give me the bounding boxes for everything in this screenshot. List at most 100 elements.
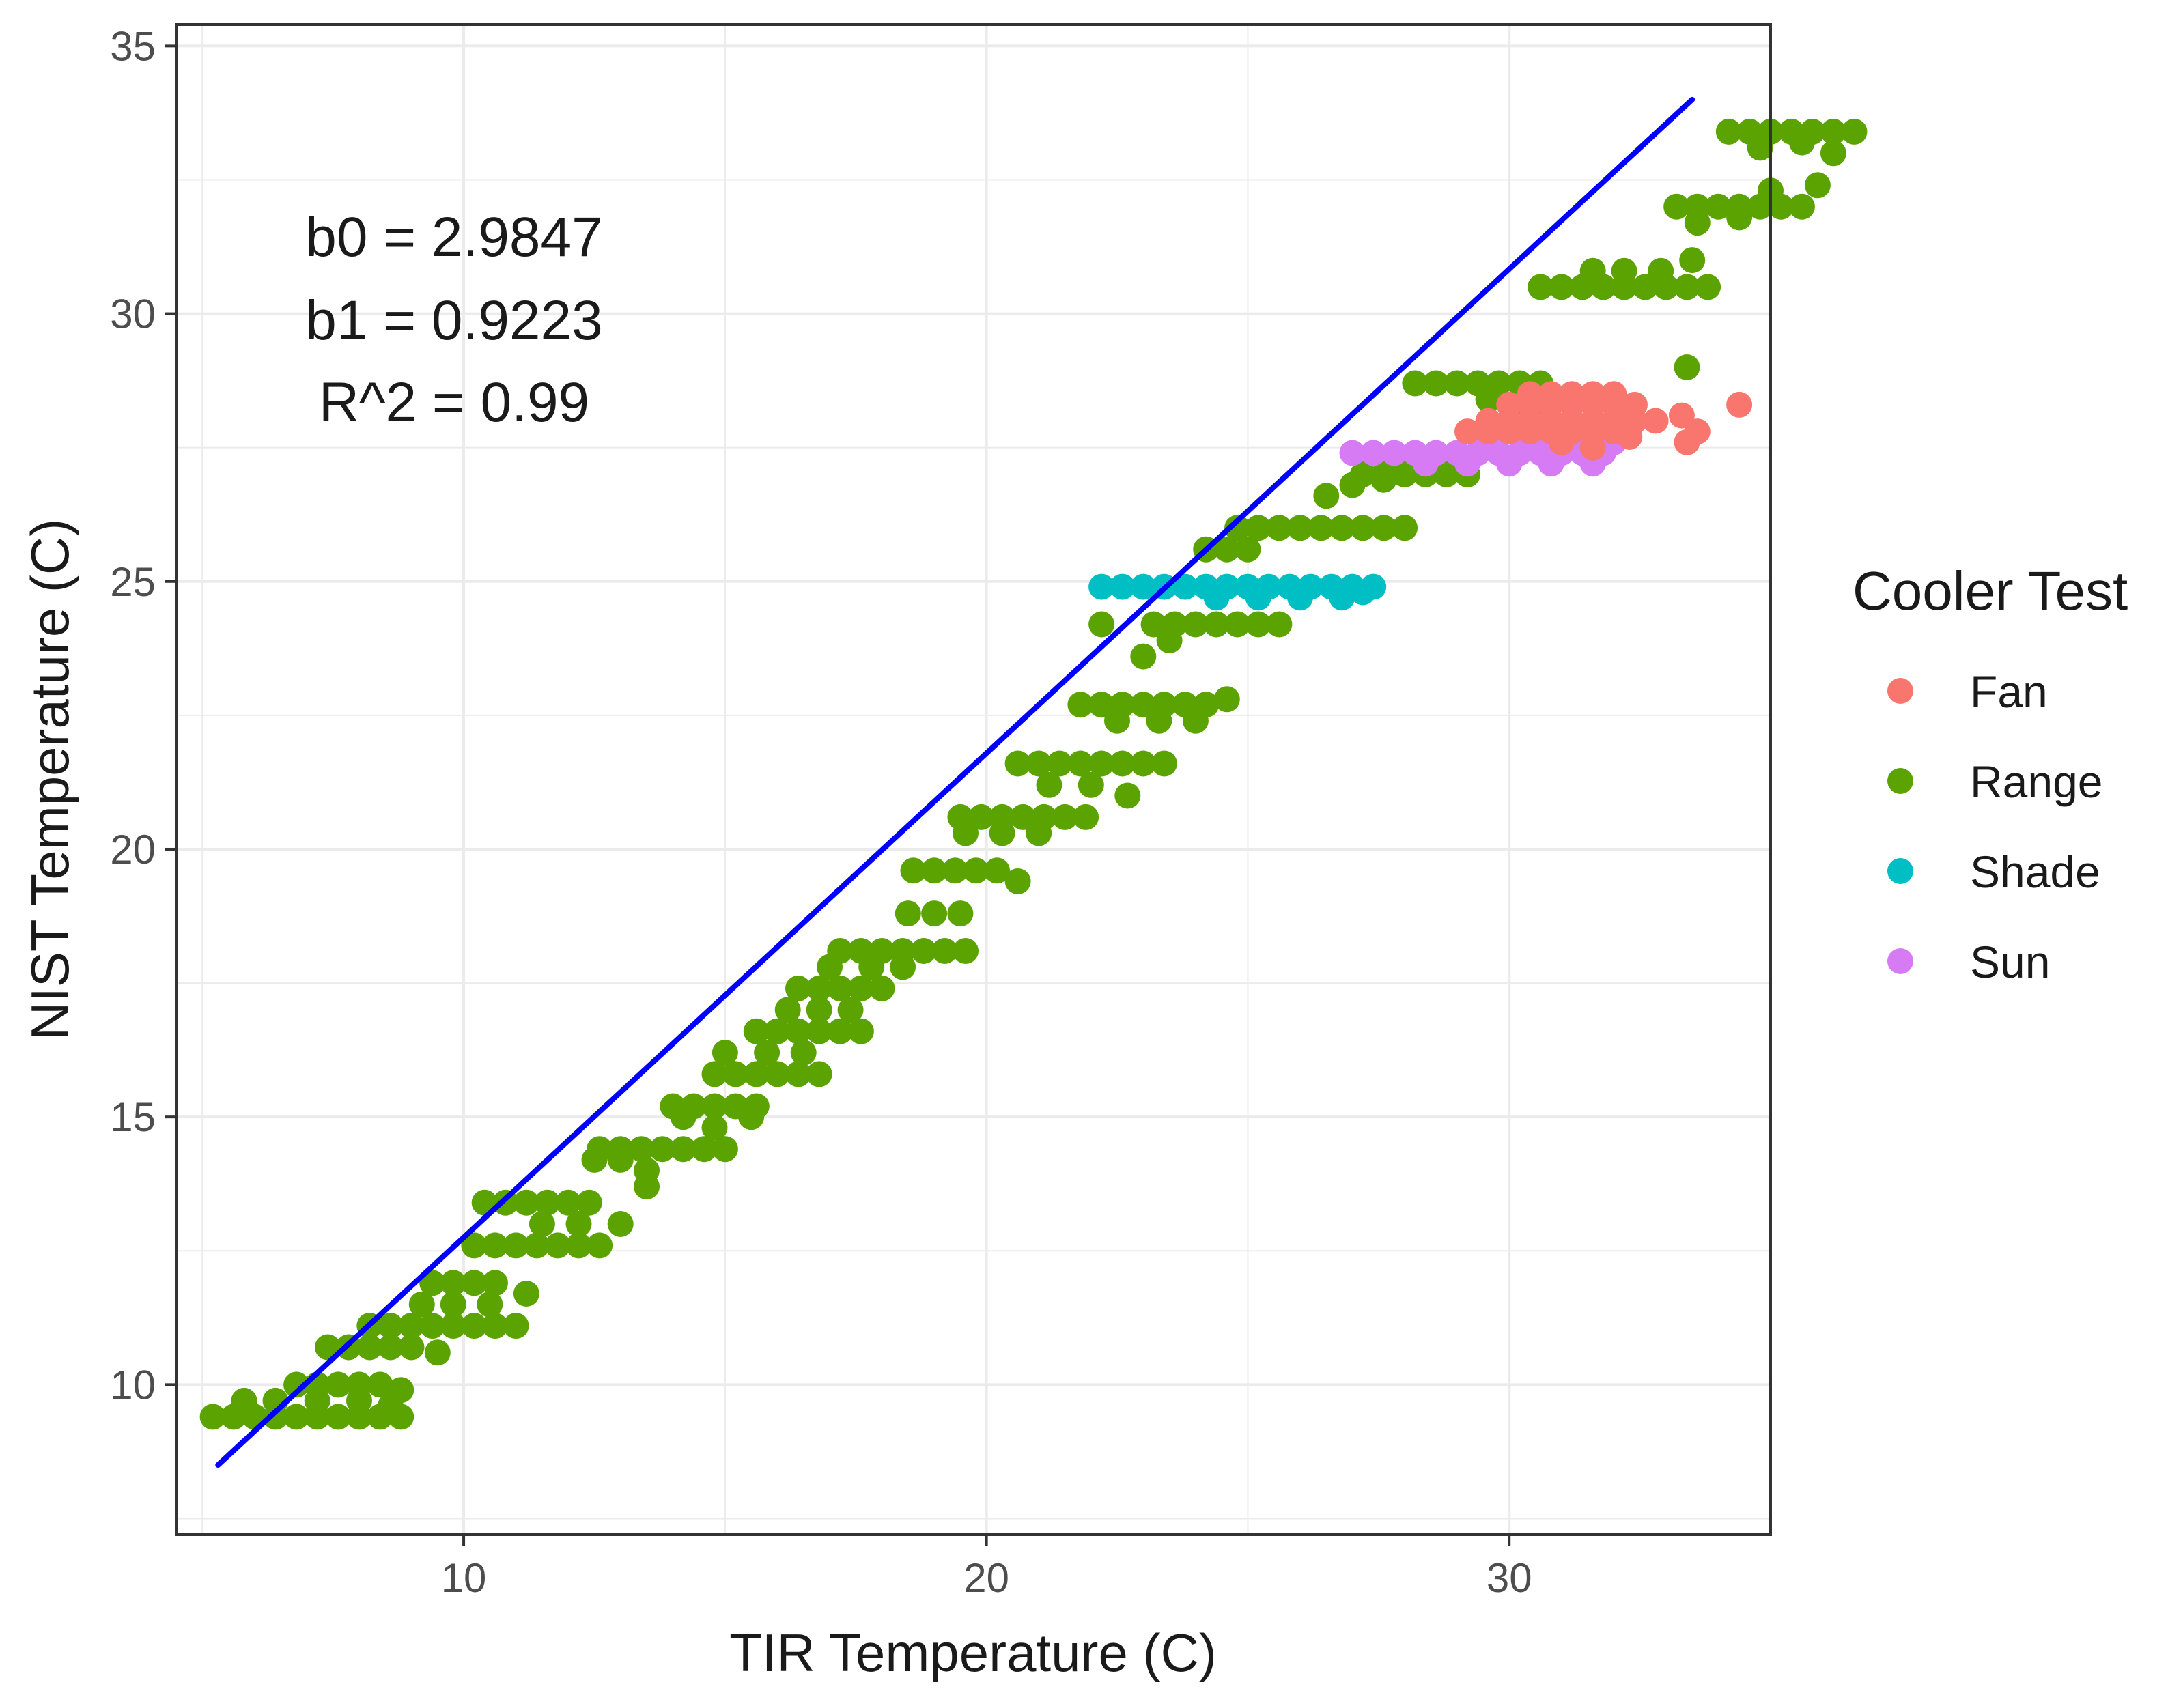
x-tick-label: 30: [1487, 1555, 1532, 1601]
point-range: [1747, 134, 1773, 161]
point-fan: [1642, 408, 1669, 434]
point-range: [1067, 750, 1094, 777]
point-range: [503, 1232, 529, 1259]
point-shade: [1349, 579, 1376, 606]
point-range: [1674, 274, 1700, 300]
point-range: [1349, 515, 1376, 541]
point-range: [1088, 692, 1115, 718]
point-range: [1235, 536, 1261, 563]
point-shade: [1172, 573, 1198, 600]
point-range: [503, 1313, 529, 1339]
point-range: [461, 1313, 488, 1339]
point-range: [1073, 803, 1099, 830]
point-range: [1026, 750, 1052, 777]
point-range: [576, 1189, 602, 1216]
point-range: [544, 1232, 571, 1259]
point-range: [419, 1270, 446, 1296]
legend-swatch-shade: [1887, 858, 1913, 884]
point-range: [1349, 461, 1376, 487]
point-range: [367, 1371, 393, 1398]
point-range: [377, 1334, 404, 1361]
point-range: [1104, 707, 1130, 734]
point-range: [858, 954, 885, 980]
point-range: [1475, 386, 1502, 413]
point-range: [1010, 803, 1037, 830]
legend-swatch-sun: [1887, 948, 1913, 974]
point-fan: [1622, 391, 1648, 418]
axis-ticks: 10 20 30 10 15 20 25 30 35: [110, 23, 1532, 1601]
point-range: [754, 1040, 780, 1066]
point-range: [1130, 750, 1157, 777]
point-range: [1726, 204, 1753, 231]
point-range: [628, 1136, 655, 1163]
point-range: [1245, 611, 1271, 638]
legend-title: Cooler Test: [1853, 560, 2128, 621]
fit-line-group: [215, 96, 1695, 1468]
point-range: [283, 1371, 310, 1398]
point-range: [1632, 274, 1659, 300]
point-range: [1151, 750, 1177, 777]
point-range: [1114, 782, 1141, 809]
point-range: [325, 1371, 352, 1398]
y-tick-label: 15: [110, 1094, 156, 1140]
point-range: [1841, 118, 1868, 145]
point-range: [1162, 611, 1188, 638]
point-range: [1611, 257, 1637, 284]
point-range: [1308, 515, 1334, 541]
point-range: [1266, 515, 1293, 541]
point-range: [1004, 868, 1031, 894]
y-axis-title: NIST Temperature (C): [20, 519, 80, 1040]
y-tick-label: 30: [110, 291, 156, 337]
point-range: [817, 954, 843, 980]
plot-panel-border: [175, 23, 1772, 1536]
point-fan: [1668, 402, 1695, 429]
point-range: [587, 1232, 613, 1259]
point-fan: [1475, 408, 1502, 434]
point-range: [785, 1018, 811, 1044]
point-shade: [1287, 584, 1313, 611]
point-range: [1078, 771, 1104, 798]
point-range: [701, 1114, 728, 1141]
legend-swatch-fan: [1887, 678, 1913, 704]
data-points: [199, 118, 1868, 1430]
point-range: [419, 1313, 446, 1339]
point-range: [1402, 370, 1428, 397]
point-range: [1695, 274, 1721, 300]
point-range: [931, 938, 958, 964]
series-range: [199, 118, 1868, 1430]
point-range: [1146, 707, 1172, 734]
x-tick-label: 10: [441, 1555, 487, 1601]
point-range: [764, 1018, 791, 1044]
point-range: [346, 1371, 372, 1398]
legend-label-sun: Sun: [1970, 937, 2050, 987]
point-fan: [1548, 429, 1575, 455]
point-range: [743, 1018, 770, 1044]
point-range: [356, 1334, 383, 1361]
point-range: [461, 1270, 488, 1296]
point-range: [1423, 370, 1449, 397]
point-fan: [1579, 381, 1606, 408]
point-range: [482, 1270, 508, 1296]
point-range: [670, 1104, 696, 1130]
point-range: [774, 997, 801, 1023]
point-range: [1329, 515, 1355, 541]
y-tick-label: 25: [110, 559, 156, 605]
point-range: [1182, 611, 1209, 638]
point-range: [1313, 483, 1340, 509]
annotation-block: b0 = 2.9847 b1 = 0.9223 R^2 = 0.99: [305, 206, 602, 433]
point-range: [1067, 692, 1094, 718]
point-fan: [1559, 381, 1586, 408]
point-range: [1088, 611, 1115, 638]
point-range: [325, 1404, 352, 1430]
point-sun: [1339, 440, 1366, 466]
annotation-r2: R^2 = 0.99: [319, 371, 589, 433]
point-range: [806, 997, 832, 1023]
point-range: [968, 803, 994, 830]
point-range: [1370, 515, 1397, 541]
point-shade: [1329, 584, 1355, 611]
fit-line: [215, 96, 1695, 1468]
point-range: [1224, 515, 1251, 541]
point-shade: [1130, 573, 1157, 600]
point-range: [1266, 611, 1293, 638]
